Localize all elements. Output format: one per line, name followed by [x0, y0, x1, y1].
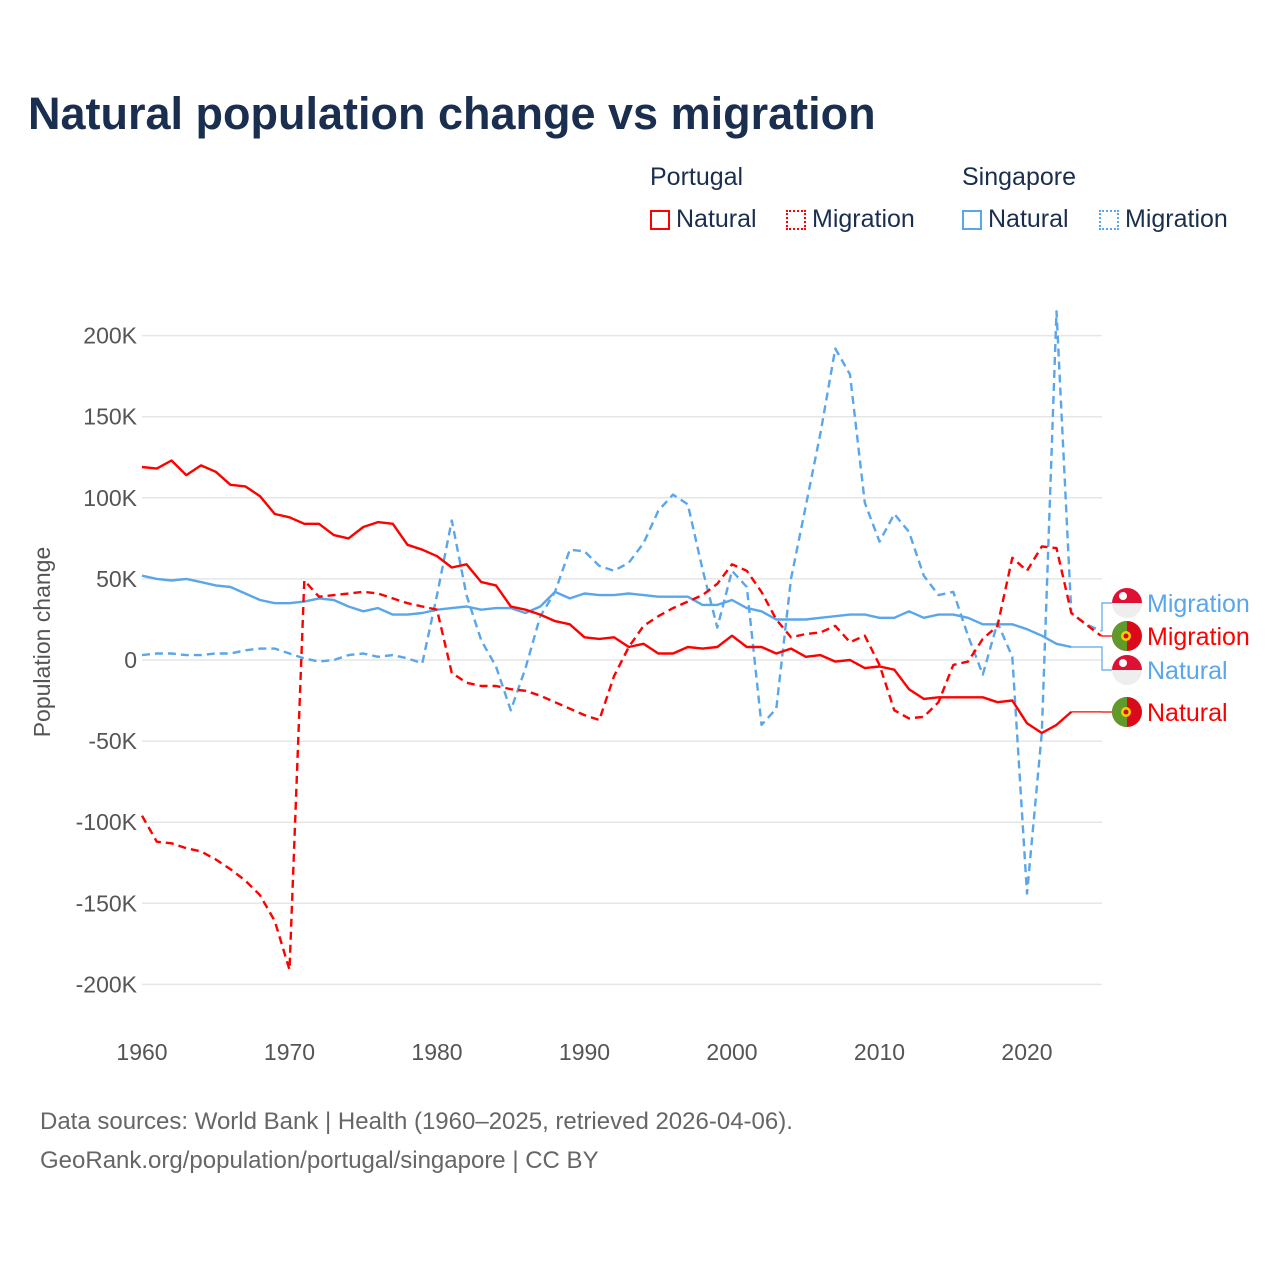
- legend-label: Natural: [988, 205, 1069, 233]
- legend-portugal-migration[interactable]: Migration: [786, 205, 915, 234]
- legend-swatch-dotted-icon: [1099, 209, 1119, 230]
- legend-label: Natural: [676, 205, 757, 233]
- legend-group-singapore: Singapore: [962, 163, 1076, 191]
- portugal-flag-icon: [1112, 697, 1142, 727]
- legend-singapore-migration[interactable]: Migration: [1099, 205, 1228, 234]
- series-line-portugal-natural[interactable]: [141, 459, 1073, 735]
- x-tick-label: 2020: [1001, 1039, 1052, 1065]
- legend-label: Migration: [1125, 205, 1228, 233]
- series-line-singapore-natural[interactable]: [141, 574, 1072, 649]
- y-tick-label: -50K: [88, 728, 137, 754]
- chart-title: Natural population change vs migration: [28, 88, 876, 139]
- end-label-portugal-migration: Migration: [1147, 623, 1250, 651]
- line-chart: 200K 150K 100K 50K 0 -50K -100K -150K -200K 1960 1…: [29, 310, 1250, 1065]
- singapore-flag-icon: [1112, 655, 1142, 685]
- legend-portugal-natural[interactable]: Natural: [650, 205, 757, 234]
- legend-singapore-natural[interactable]: Natural: [962, 205, 1069, 234]
- x-tick-label: 2000: [706, 1039, 757, 1065]
- y-tick-label: -100K: [76, 809, 138, 835]
- footer-sources: Data sources: World Bank | Health (1960–…: [40, 1108, 793, 1135]
- label-connector: [1071, 646, 1112, 671]
- end-label-singapore-natural: Natural: [1147, 657, 1228, 685]
- legend-swatch-solid-icon: [962, 209, 982, 230]
- x-tick-label: 1960: [116, 1039, 167, 1065]
- legend-label: Migration: [812, 205, 915, 233]
- y-tick-label: 100K: [83, 485, 137, 511]
- x-tick-label: 1980: [411, 1039, 462, 1065]
- legend-group-portugal: Portugal: [650, 163, 744, 191]
- end-label-portugal-natural: Natural: [1147, 699, 1228, 727]
- footer-attribution[interactable]: GeoRank.org/population/portugal/singapor…: [40, 1147, 599, 1174]
- y-tick-label: -200K: [76, 971, 138, 997]
- y-tick-label: -150K: [76, 890, 138, 916]
- series-line-portugal-migration[interactable]: [140, 545, 1102, 971]
- end-label-singapore-migration: Migration: [1147, 590, 1250, 618]
- legend-swatch-solid-icon: [650, 209, 670, 230]
- y-axis-label: Population change: [29, 547, 55, 738]
- portugal-flag-icon: [1112, 621, 1142, 651]
- label-connector: [1100, 602, 1112, 632]
- singapore-flag-icon: [1112, 588, 1142, 618]
- x-tick-label: 1990: [559, 1039, 610, 1065]
- series-line-singapore-migration[interactable]: [141, 310, 1102, 895]
- x-tick-label: 1970: [264, 1039, 315, 1065]
- y-tick-label: 0: [124, 647, 137, 673]
- y-tick-label: 150K: [83, 404, 137, 430]
- x-tick-label: 2010: [854, 1039, 905, 1065]
- y-tick-label: 50K: [96, 566, 138, 592]
- y-tick-label: 200K: [83, 323, 137, 349]
- legend-swatch-dotted-icon: [786, 209, 806, 230]
